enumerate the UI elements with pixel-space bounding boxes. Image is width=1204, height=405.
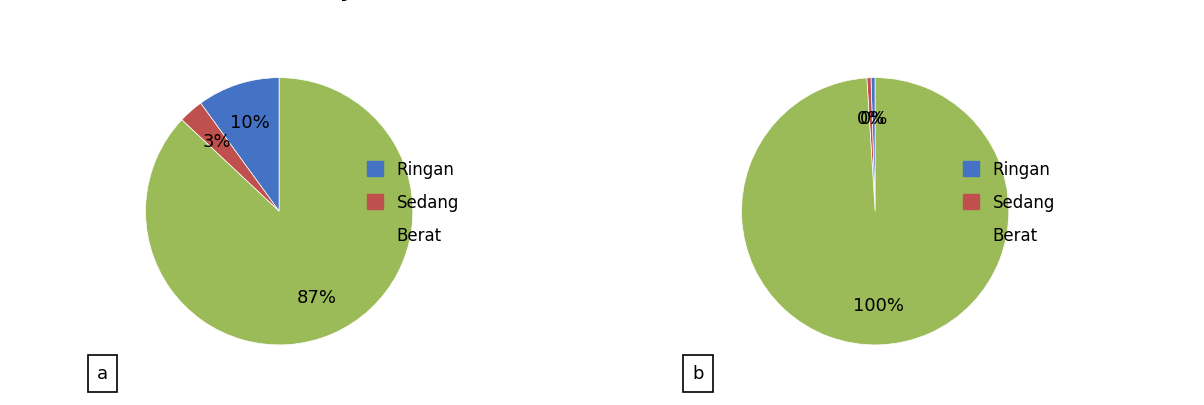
Text: a: a — [96, 364, 107, 383]
Text: 10%: 10% — [230, 114, 270, 132]
Text: 0%: 0% — [856, 110, 885, 128]
Title: Usuk Kayu: Usuk Kayu — [246, 0, 368, 1]
Wedge shape — [201, 79, 279, 212]
Wedge shape — [182, 104, 279, 212]
Legend: Ringan, Sedang, Berat: Ringan, Sedang, Berat — [956, 154, 1062, 251]
Legend: Ringan, Sedang, Berat: Ringan, Sedang, Berat — [360, 154, 466, 251]
Text: 87%: 87% — [296, 288, 336, 306]
Wedge shape — [742, 79, 1009, 345]
Text: 0%: 0% — [860, 109, 887, 128]
Text: b: b — [692, 364, 704, 383]
Title: Usuk bambu: Usuk bambu — [830, 0, 976, 1]
Wedge shape — [146, 79, 413, 345]
Wedge shape — [870, 79, 875, 212]
Text: 100%: 100% — [852, 296, 903, 314]
Text: 3%: 3% — [203, 133, 231, 151]
Wedge shape — [867, 79, 875, 212]
